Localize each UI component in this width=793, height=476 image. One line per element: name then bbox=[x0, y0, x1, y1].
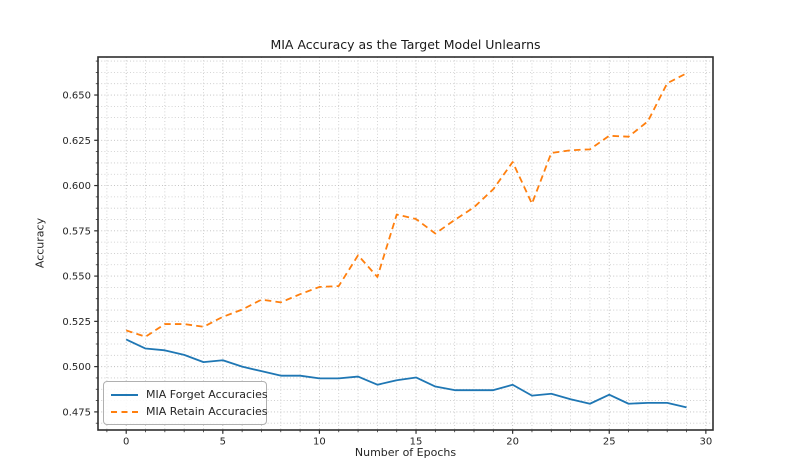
x-tick-label: 30 bbox=[699, 437, 712, 448]
x-tick-label: 20 bbox=[506, 437, 519, 448]
plot-spines bbox=[97, 56, 714, 431]
y-tick-label: 0.550 bbox=[62, 272, 91, 283]
x-tick-label: 0 bbox=[123, 437, 129, 448]
legend-row-retain: MIA Retain Accuracies bbox=[111, 403, 268, 420]
y-tick-label: 0.575 bbox=[62, 226, 91, 237]
chart-title: MIA Accuracy as the Target Model Unlearn… bbox=[270, 37, 541, 52]
retain-line-sample-icon bbox=[111, 410, 138, 413]
y-tick-label: 0.625 bbox=[62, 136, 91, 147]
x-tick-label: 10 bbox=[313, 437, 326, 448]
legend-row-forget: MIA Forget Accuracies bbox=[111, 386, 268, 403]
x-tick-label: 5 bbox=[220, 437, 226, 448]
retain-accuracy-line bbox=[125, 72, 687, 338]
x-tick-label: 15 bbox=[410, 437, 423, 448]
x-axis-label: Number of Epochs bbox=[354, 446, 457, 459]
y-axis-label-text: Accuracy bbox=[33, 217, 47, 269]
y-tick-label: 0.475 bbox=[62, 407, 91, 418]
legend: MIA Forget Accuracies MIA Retain Accurac… bbox=[103, 381, 268, 425]
y-tick-label: 0.525 bbox=[62, 317, 91, 328]
legend-label-forget: MIA Forget Accuracies bbox=[146, 388, 268, 401]
y-tick-label: 0.650 bbox=[62, 91, 91, 102]
y-tick-label: 0.500 bbox=[62, 362, 91, 373]
x-tick-label: 25 bbox=[603, 437, 616, 448]
forget-line-sample-icon bbox=[111, 393, 138, 396]
forget-accuracy-line bbox=[125, 338, 687, 409]
y-tick-label: 0.600 bbox=[62, 181, 91, 192]
legend-label-retain: MIA Retain Accuracies bbox=[146, 405, 268, 418]
